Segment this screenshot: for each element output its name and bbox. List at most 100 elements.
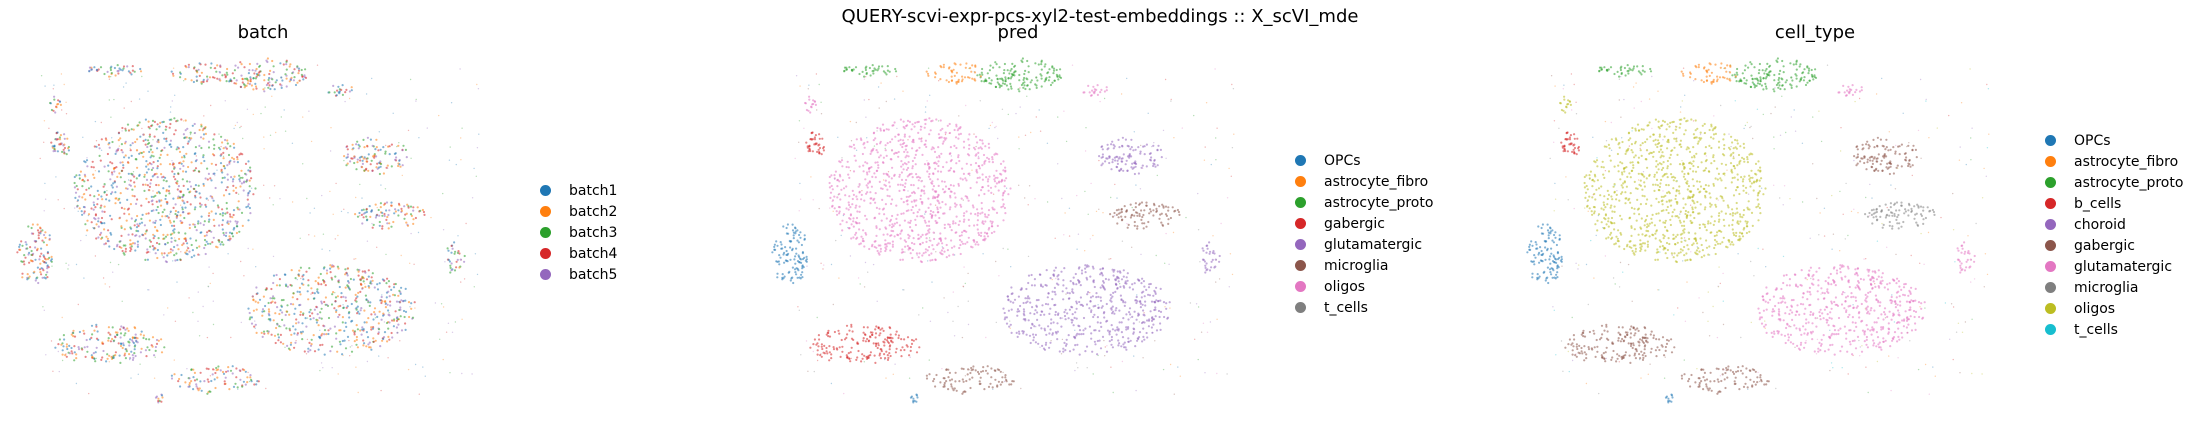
scatter-point <box>304 68 307 71</box>
scatter-point <box>146 163 150 166</box>
scatter-point <box>167 252 170 255</box>
scatter-point <box>204 252 207 256</box>
scatter-point <box>213 154 216 157</box>
scatter-point <box>953 62 956 65</box>
scatter-point <box>1023 84 1026 87</box>
scatter-point <box>156 159 159 163</box>
scatter-point <box>323 325 326 328</box>
scatter-point <box>376 246 378 248</box>
scatter-point <box>1076 194 1078 197</box>
scatter-point <box>900 160 903 163</box>
scatter-point <box>183 156 186 159</box>
scatter-point <box>317 348 320 351</box>
scatter-point <box>395 156 398 159</box>
scatter-point <box>112 167 116 171</box>
scatter-point <box>374 148 377 151</box>
scatter-point <box>1210 163 1212 166</box>
scatter-point <box>1143 285 1146 288</box>
scatter-point <box>134 218 138 221</box>
scatter-point <box>1063 314 1067 318</box>
scatter-point <box>1131 315 1134 318</box>
scatter-point <box>476 273 479 276</box>
scatter-point <box>932 231 935 234</box>
scatter-point <box>114 336 117 339</box>
scatter-point <box>146 145 149 149</box>
scatter-point <box>176 214 179 217</box>
scatter-point <box>1075 302 1078 305</box>
scatter-point <box>806 146 809 149</box>
scatter-point <box>222 372 226 375</box>
scatter-point <box>97 143 100 146</box>
scatter-point <box>911 147 914 150</box>
scatter-point <box>222 155 225 158</box>
scatter-point <box>150 163 153 166</box>
scatter-point <box>58 143 61 146</box>
scatter-point <box>873 245 876 248</box>
scatter-point <box>202 127 205 130</box>
scatter-point <box>995 74 998 77</box>
scatter-point <box>240 321 242 324</box>
scatter-point <box>360 166 364 169</box>
scatter-point <box>1080 269 1084 272</box>
scatter-point <box>1228 286 1230 288</box>
scatter-point <box>1129 339 1132 342</box>
scatter-point <box>41 276 44 279</box>
scatter-point <box>1108 340 1111 343</box>
scatter-point <box>816 316 818 319</box>
scatter-point <box>465 222 467 225</box>
scatter-point <box>794 262 797 265</box>
scatter-point <box>404 148 407 151</box>
scatter-point <box>153 354 156 357</box>
scatter-point <box>1041 285 1044 288</box>
scatter-point <box>348 97 351 100</box>
scatter-point <box>202 137 205 140</box>
scatter-point <box>882 172 885 175</box>
scatter-point <box>92 352 95 355</box>
scatter-point <box>385 201 389 204</box>
scatter-point <box>160 338 163 341</box>
scatter-point <box>820 262 822 264</box>
scatter-point <box>309 349 312 352</box>
scatter-point <box>97 170 101 173</box>
scatter-point <box>1152 214 1155 217</box>
scatter-point <box>123 228 126 231</box>
scatter-point <box>319 272 322 276</box>
scatter-point <box>346 162 349 165</box>
scatter-point <box>909 194 912 197</box>
scatter-point <box>159 153 162 156</box>
scatter-point <box>155 342 159 345</box>
scatter-point <box>58 138 62 141</box>
scatter-point <box>867 167 871 171</box>
scatter-point <box>1133 355 1135 357</box>
scatter-point <box>212 138 215 141</box>
scatter-point <box>1000 77 1003 80</box>
scatter-point <box>176 258 179 262</box>
scatter-point <box>1231 147 1234 149</box>
scatter-point <box>253 325 256 328</box>
scatter-point <box>906 175 909 178</box>
scatter-point <box>941 142 944 145</box>
scatter-point <box>912 211 915 215</box>
scatter-point <box>198 144 201 147</box>
scatter-point <box>59 134 63 137</box>
scatter-point <box>193 208 196 211</box>
scatter-point <box>848 195 851 198</box>
scatter-point <box>1099 286 1102 289</box>
scatter-point <box>228 192 231 196</box>
scatter-point <box>119 201 122 204</box>
scatter-point <box>233 175 236 178</box>
scatter-point <box>316 288 319 291</box>
scatter-point <box>1051 81 1054 84</box>
scatter-point <box>50 255 53 258</box>
scatter-point <box>299 331 302 334</box>
scatter-point <box>239 126 241 129</box>
scatter-point <box>784 246 787 249</box>
scatter-point <box>991 156 994 159</box>
scatter-point <box>124 332 127 335</box>
scatter-point <box>1078 281 1081 284</box>
scatter-point <box>188 191 191 194</box>
scatter-point <box>362 277 365 280</box>
scatter-point <box>878 156 881 159</box>
scatter-point <box>399 308 402 311</box>
scatter-point <box>903 219 906 222</box>
